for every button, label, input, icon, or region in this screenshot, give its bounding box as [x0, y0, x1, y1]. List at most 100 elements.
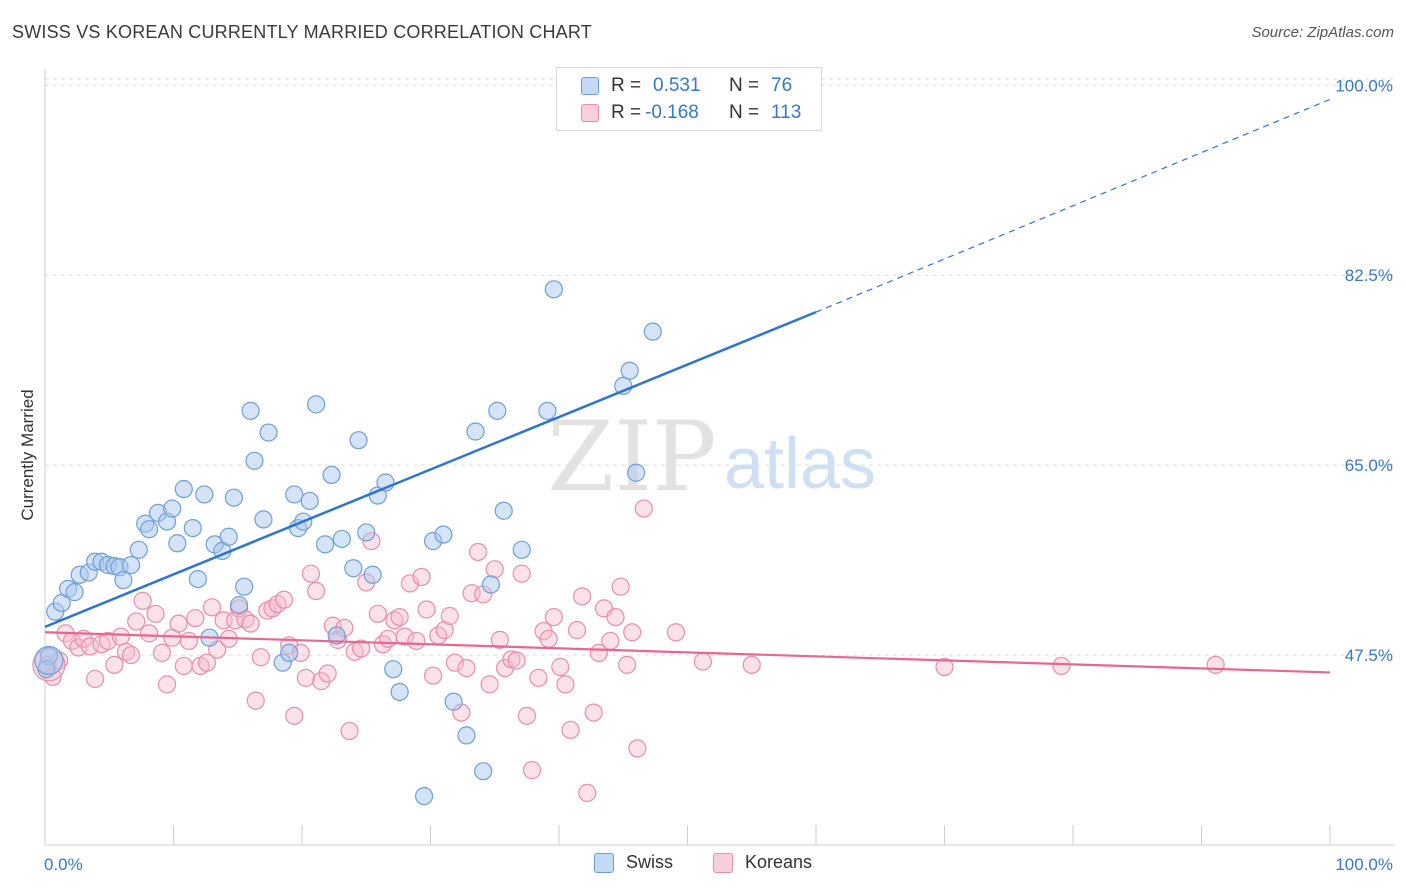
koreans-point — [480, 675, 499, 694]
swiss-point — [512, 540, 531, 559]
koreans-point — [296, 668, 315, 687]
swiss-points — [34, 76, 737, 806]
swiss-point — [235, 577, 254, 596]
koreans-point — [352, 639, 371, 658]
koreans-point — [197, 653, 217, 672]
koreans-point — [606, 607, 625, 627]
koreans-point — [274, 590, 294, 609]
koreans-point — [529, 668, 548, 687]
koreans-point — [490, 630, 509, 649]
swiss-point — [259, 423, 278, 442]
y-tick-label: 65.0% — [1345, 456, 1393, 475]
koreans-point — [312, 672, 331, 691]
swiss-point — [168, 534, 187, 553]
koreans-point — [544, 607, 563, 627]
swiss-point — [65, 583, 84, 602]
koreans-point — [116, 642, 136, 661]
koreans-point — [1206, 655, 1225, 674]
swiss-point — [280, 643, 299, 662]
koreans-point — [121, 645, 141, 665]
koreans-point — [385, 611, 404, 630]
swiss-r-label: R = — [611, 75, 642, 96]
x-tick-label: 0.0% — [44, 855, 83, 874]
swiss-point — [322, 465, 341, 485]
koreans-point — [584, 703, 603, 722]
trend-lines — [44, 98, 1331, 674]
swiss-point — [245, 451, 264, 470]
gridlines — [45, 78, 1395, 656]
koreans-point — [157, 675, 177, 694]
koreans-point — [407, 631, 426, 651]
swiss-legend-swatch — [593, 852, 614, 873]
koreans-point — [378, 629, 398, 648]
swiss-point — [384, 660, 403, 679]
swiss-point — [121, 555, 141, 575]
legend-row-koreans: R = -0.168 N = 113 — [581, 100, 801, 126]
koreans-point — [139, 624, 159, 643]
swiss-point — [434, 525, 453, 544]
y-tick-label: 82.5% — [1345, 266, 1393, 285]
koreans-point — [578, 783, 597, 803]
koreans-point — [935, 657, 954, 677]
koreans-point — [174, 656, 193, 676]
koreans-point — [666, 623, 686, 642]
swiss-point — [357, 523, 376, 542]
koreans-swatch — [581, 104, 599, 122]
koreans-point — [573, 587, 592, 606]
koreans-point — [468, 542, 488, 562]
koreans-trend-line — [44, 631, 1331, 674]
x-tick-label: 100.0% — [1335, 855, 1393, 874]
koreans-point — [618, 655, 637, 674]
koreans-point — [551, 657, 570, 677]
swiss-point — [363, 565, 382, 584]
swiss-n-label: N = — [729, 75, 760, 96]
koreans-point — [390, 607, 409, 627]
swiss-point — [129, 540, 148, 559]
swiss-point — [494, 501, 513, 520]
swiss-point — [466, 422, 485, 441]
swiss-point — [139, 520, 159, 539]
tick-labels: 47.5% 65.0% 82.5% 100.0% 0.0% 100.0% — [44, 76, 1393, 874]
y-tick-label: 100.0% — [1335, 76, 1393, 95]
swiss-point — [183, 518, 202, 538]
koreans-legend-label: Koreans — [744, 852, 813, 872]
koreans-point — [634, 499, 653, 518]
koreans-point — [146, 604, 165, 623]
swiss-swatch — [581, 77, 599, 95]
koreans-point — [517, 706, 536, 725]
koreans-r-label: R = — [611, 102, 642, 123]
koreans-point — [251, 648, 270, 667]
legend-item-swiss[interactable]: Swiss — [593, 852, 673, 873]
koreans-point — [457, 658, 476, 678]
koreans-point — [611, 577, 630, 596]
koreans-point — [152, 643, 172, 662]
swiss-point — [195, 485, 214, 504]
swiss-point — [643, 322, 662, 341]
koreans-point — [111, 627, 130, 646]
koreans-point — [445, 653, 465, 672]
koreans-point — [186, 609, 205, 628]
swiss-point — [332, 529, 351, 549]
koreans-point — [601, 631, 620, 651]
swiss-point — [544, 280, 563, 299]
swiss-point — [174, 479, 193, 499]
swiss-point — [474, 762, 493, 781]
koreans-point — [507, 651, 526, 670]
swiss-point — [300, 491, 319, 511]
koreans-point — [169, 614, 188, 633]
swiss-r-value: 0.531 — [653, 75, 701, 96]
koreans-point — [1052, 656, 1071, 676]
swiss-point — [316, 535, 335, 554]
koreans-n-value: 113 — [771, 102, 802, 123]
swiss-point — [285, 485, 304, 504]
legend-item-koreans[interactable]: Koreans — [712, 852, 813, 873]
swiss-point — [414, 787, 434, 806]
chart-title: SWISS VS KOREAN CURRENTLY MARRIED CORREL… — [12, 22, 592, 42]
koreans-point — [133, 591, 152, 610]
swiss-point — [224, 488, 243, 507]
swiss-point — [481, 575, 500, 594]
swiss-point — [488, 401, 507, 420]
swiss-trend-line — [44, 310, 817, 629]
koreans-point — [80, 637, 100, 656]
koreans-point — [86, 669, 105, 689]
